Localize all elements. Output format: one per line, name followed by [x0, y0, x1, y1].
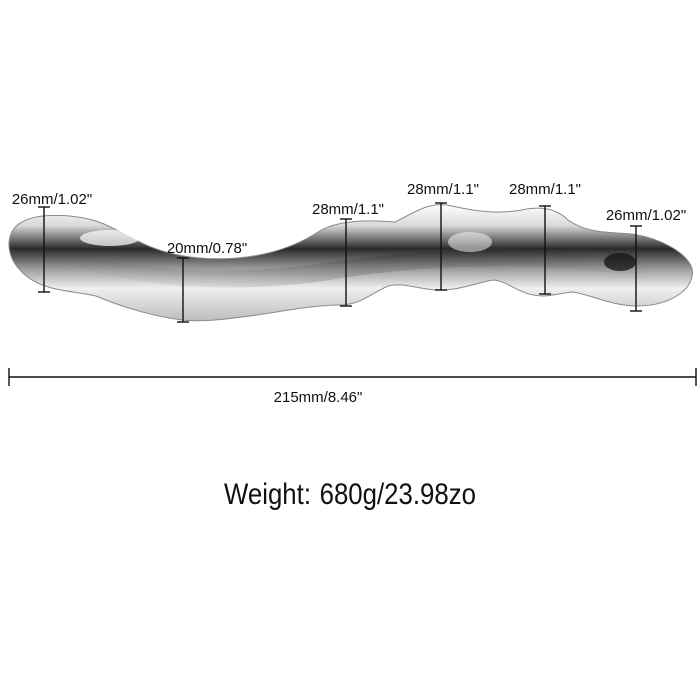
dimension-bulb-2 — [435, 202, 447, 291]
label-bulb-1: 28mm/1.1" — [312, 201, 384, 218]
dimension-bulb-3 — [539, 205, 551, 295]
dimension-right-tip — [630, 225, 642, 312]
steel-highlight — [80, 230, 140, 246]
label-neck: 20mm/0.78" — [167, 240, 247, 257]
label-left-tip: 26mm/1.02" — [12, 191, 92, 208]
weight-value: 680g/23.98zo — [319, 478, 476, 511]
dimension-left-tip — [38, 206, 50, 293]
dimension-neck — [177, 257, 189, 323]
dimension-markers — [8, 202, 697, 386]
steel-highlight — [604, 253, 636, 271]
label-right-tip: 26mm/1.02" — [606, 207, 686, 224]
dimension-bulb-1 — [340, 218, 352, 307]
weight-title: Weight: — [223, 478, 312, 511]
steel-reflection — [60, 250, 670, 288]
label-bulb-2: 28mm/1.1" — [407, 181, 479, 198]
weight-line: Weight: 680g/23.98zo — [49, 478, 651, 512]
steel-highlight — [448, 232, 492, 252]
product-body — [8, 204, 693, 322]
dimension-length — [8, 368, 697, 386]
label-bulb-3: 28mm/1.1" — [509, 181, 581, 198]
label-length: 215mm/8.46" — [274, 389, 363, 406]
